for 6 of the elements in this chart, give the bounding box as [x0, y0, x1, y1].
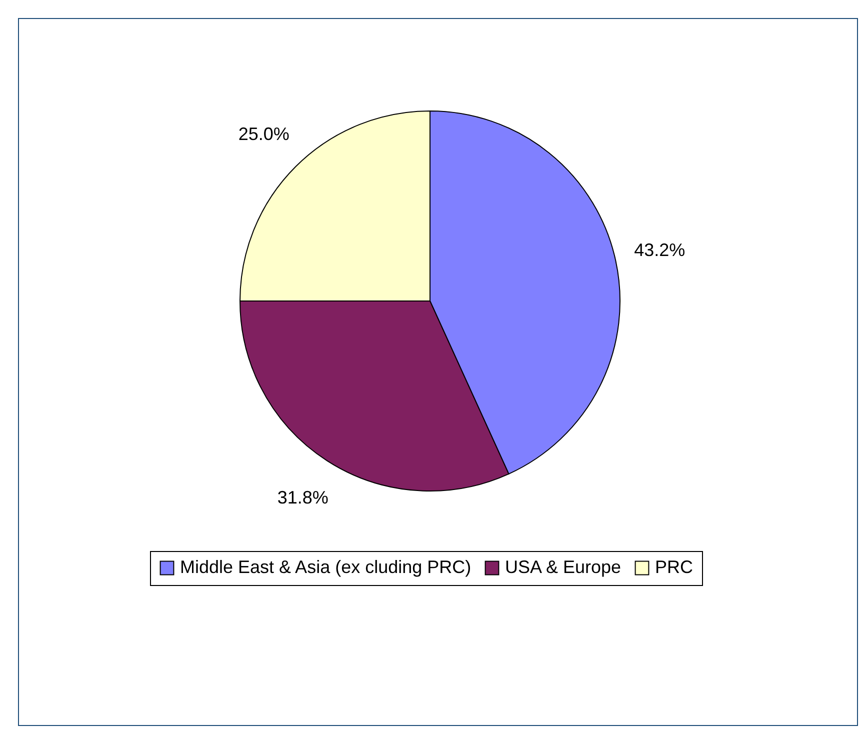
data-label: 43.2%	[634, 240, 686, 260]
data-label: 25.0%	[238, 124, 290, 144]
data-label: 31.8%	[277, 488, 328, 508]
legend-label: PRC	[655, 557, 694, 577]
legend-label: Middle East & Asia (ex cluding PRC)	[180, 557, 472, 577]
legend-label: USA & Europe	[505, 557, 622, 577]
